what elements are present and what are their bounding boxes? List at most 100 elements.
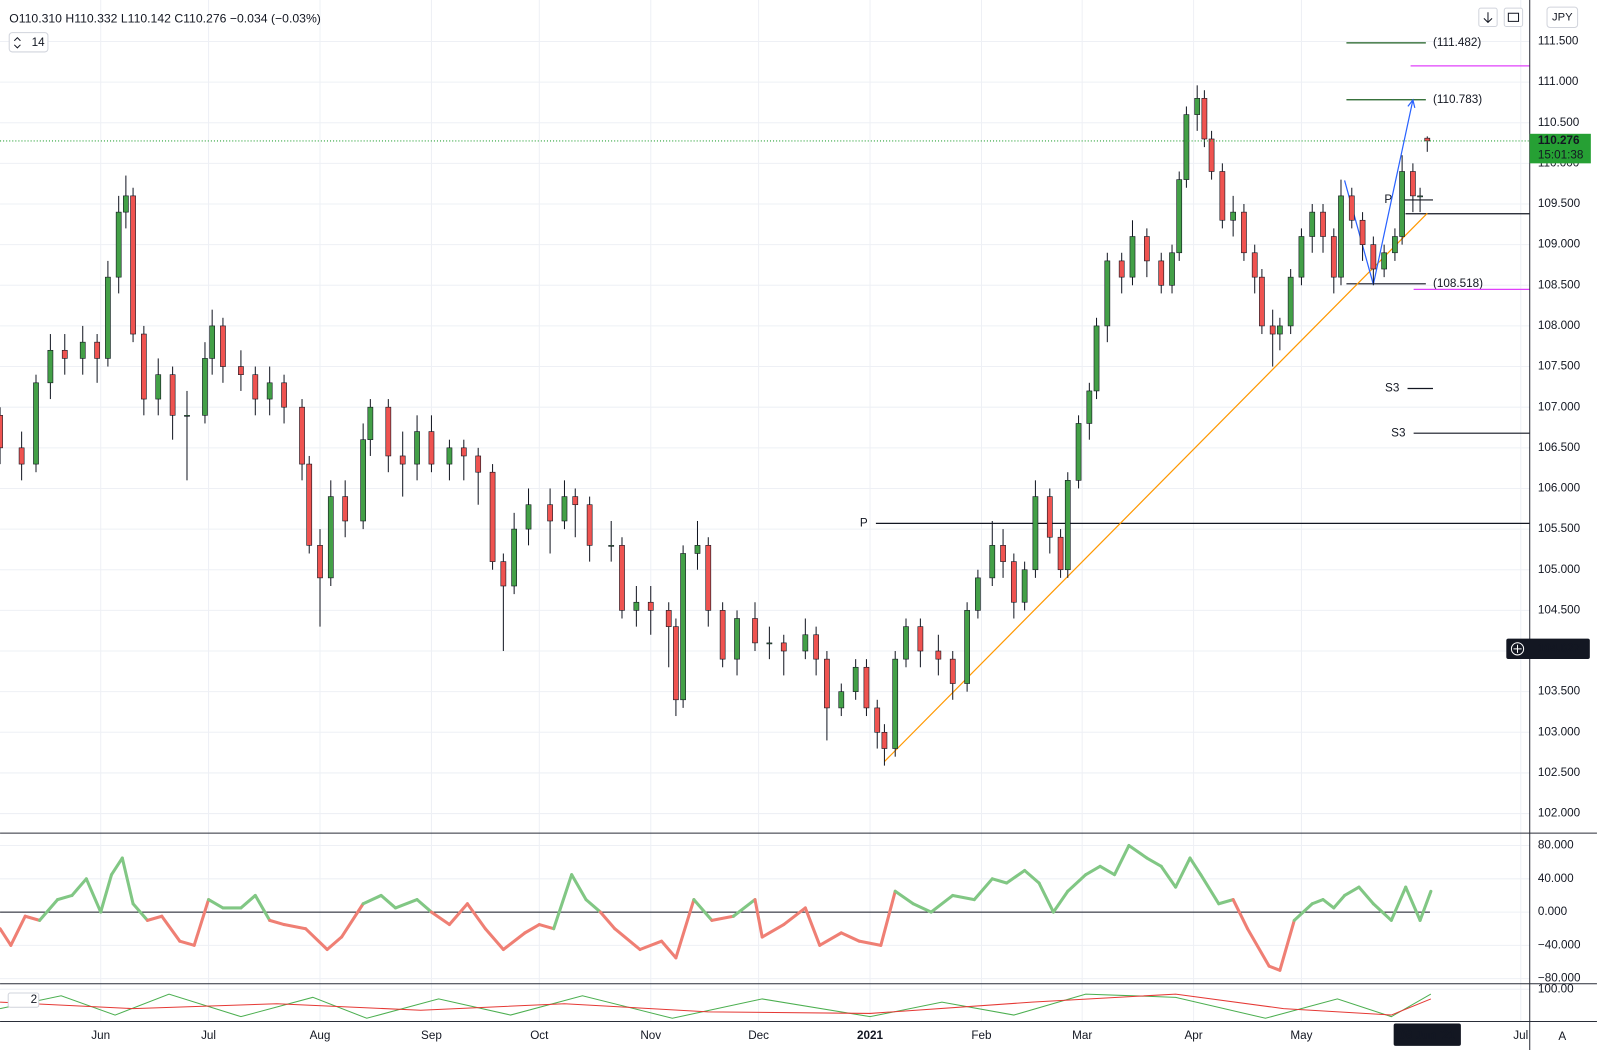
- candle-body: [123, 195, 129, 213]
- oscillator-segment: [9, 914, 27, 947]
- candle-body: [1359, 219, 1366, 245]
- oscillator-segment: [638, 939, 664, 952]
- oscillator-segment: [929, 893, 955, 914]
- candle-body: [385, 406, 392, 457]
- oscillator-segment: [660, 939, 678, 960]
- oscillator-segment: [1278, 918, 1296, 972]
- oscillator-segment: [268, 918, 286, 927]
- x-tick-label: Feb: [971, 1029, 992, 1042]
- candle-body: [414, 431, 420, 465]
- candle-body: [1021, 569, 1028, 603]
- crosshair-box: [1506, 638, 1590, 660]
- currency-button[interactable]: [1546, 6, 1579, 29]
- oscillator-segment: [782, 906, 807, 927]
- candle-body: [342, 496, 349, 522]
- oscillator-segment: [1332, 893, 1347, 910]
- candle-body: [1417, 195, 1423, 198]
- y-tick-label: 100.00: [1538, 982, 1574, 995]
- oscillator-segment: [1159, 864, 1178, 889]
- candle-body: [475, 455, 482, 473]
- candle-body: [665, 610, 672, 627]
- x-tick-label: Dec: [748, 1029, 769, 1042]
- y-tick-label: 103.000: [1538, 725, 1581, 738]
- oscillator-segment: [990, 877, 1009, 885]
- time-label-box: [1393, 1023, 1461, 1046]
- oscillator-segment: [84, 877, 103, 914]
- y-tick-label: 109.000: [1538, 238, 1581, 251]
- y-tick-label: 108.500: [1538, 278, 1581, 291]
- y-tick-label: 102.000: [1538, 807, 1581, 820]
- oscillator-segment: [537, 923, 556, 931]
- candle-body: [694, 545, 701, 554]
- oscillator-segment: [1292, 902, 1314, 922]
- oscillator-segment: [1084, 864, 1102, 877]
- time-label: 08 Jun '21: [1399, 1029, 1456, 1042]
- oscillator-segment: [70, 877, 88, 897]
- candle-body: [266, 382, 273, 400]
- candle-body: [94, 341, 100, 359]
- candle-body: [1144, 236, 1150, 262]
- length-input[interactable]: [8, 32, 49, 53]
- candle-body: [0, 415, 3, 449]
- oscillator-segment: [1023, 868, 1041, 885]
- oscillator-segment: [239, 893, 257, 910]
- low: L110.142: [121, 12, 171, 26]
- x-tick-label: Jun: [91, 1029, 110, 1042]
- oscillator-segment: [483, 927, 505, 952]
- candle-body: [647, 601, 654, 611]
- candle-body: [184, 415, 190, 417]
- crosshair-plus: [1513, 644, 1522, 653]
- candle-body: [141, 333, 147, 400]
- candle-body: [47, 349, 54, 384]
- candle-body: [1086, 390, 1093, 424]
- candle-body: [317, 545, 323, 579]
- candle-body: [719, 610, 726, 660]
- oscillator-segment: [951, 893, 976, 902]
- auto-scale-button[interactable]: A: [1558, 1030, 1566, 1043]
- level-label: (110.783): [1433, 93, 1482, 106]
- oscillator-segment: [99, 873, 114, 914]
- oscillator-line: [0, 993, 1432, 1016]
- candle-body: [1104, 260, 1111, 327]
- refresh-icon: [1507, 12, 1520, 22]
- oscillator-segment: [1051, 889, 1070, 914]
- oscillator-segment: [1145, 856, 1163, 868]
- close: C110.276: [174, 12, 226, 26]
- oscillator-segment: [893, 889, 915, 906]
- candle-body: [1251, 252, 1258, 278]
- candle-body: [608, 545, 615, 547]
- oscillator-segment: [523, 923, 541, 935]
- oscillator-segment: [1174, 856, 1192, 889]
- candle-body: [1093, 325, 1100, 392]
- oscillator-segment: [570, 873, 588, 902]
- oscillator-segment: [552, 873, 574, 931]
- oscillator-segment: [282, 923, 308, 931]
- candle-body: [61, 349, 68, 359]
- oscillator-segment: [379, 893, 398, 910]
- candle-body: [561, 496, 568, 522]
- length-value: 14: [32, 36, 46, 49]
- y-tick-label: 0.000: [1538, 905, 1568, 918]
- candle-body: [1287, 276, 1294, 327]
- candle-body: [367, 406, 374, 441]
- oscillator-segment: [839, 931, 861, 943]
- oscillator-line: [0, 993, 1432, 1019]
- candle-body: [115, 211, 122, 278]
- oscillator-segment: [674, 898, 696, 960]
- candle-body: [863, 666, 870, 709]
- crosshair-label: 104.027: [1538, 642, 1580, 655]
- candle-body: [989, 545, 996, 579]
- ohlc-header: O110.310 H110.332 L110.142 C110.276 −0.0…: [9, 12, 321, 26]
- candle-body: [917, 626, 924, 652]
- candle-body: [155, 374, 162, 400]
- refresh-button[interactable]: [1503, 7, 1524, 27]
- oscillator-segment: [325, 935, 344, 952]
- candle-body: [619, 545, 625, 611]
- level-label: S3: [1385, 382, 1399, 395]
- candle-body: [130, 195, 136, 335]
- spinner-icon: [13, 36, 21, 49]
- candle-body: [446, 447, 453, 465]
- y-tick-label: 40.000: [1538, 872, 1574, 885]
- oscillator-segment: [879, 889, 897, 947]
- x-tick-label: Mar: [1072, 1029, 1092, 1042]
